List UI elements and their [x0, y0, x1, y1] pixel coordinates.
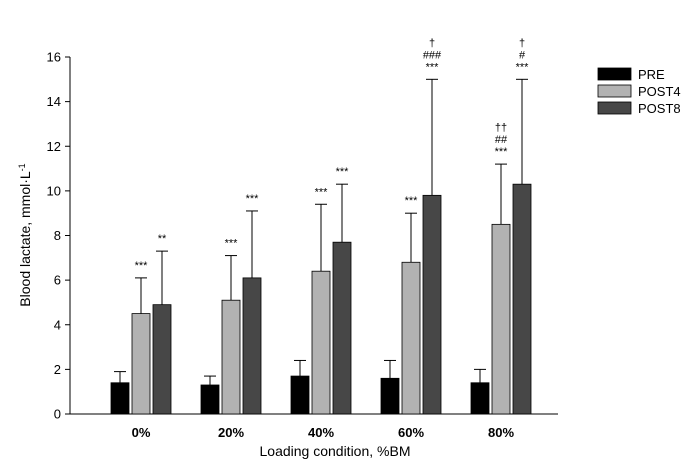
- significance-marker: ##: [495, 134, 508, 146]
- bar-pre: [110, 382, 130, 415]
- significance-marker: ††: [495, 122, 507, 134]
- bar-pre: [380, 377, 400, 415]
- legend-swatch-post4: [597, 84, 632, 98]
- significance-marker: ***: [495, 146, 509, 158]
- x-category-label: 40%: [308, 425, 334, 440]
- significance-marker: ***: [426, 61, 440, 73]
- x-category-label: 80%: [488, 425, 514, 440]
- legend-label: POST4: [638, 84, 681, 99]
- y-axis: 0 2 4 6 8 10 12 14 16: [47, 50, 71, 422]
- y-tick-label: 0: [54, 407, 61, 422]
- y-tick-label: 12: [47, 139, 61, 154]
- y-tick-label: 16: [47, 50, 61, 65]
- significance-marker: ***: [315, 186, 329, 198]
- y-tick-label: 6: [54, 273, 61, 288]
- x-category-label: 0%: [132, 425, 151, 440]
- x-category-label: 60%: [398, 425, 424, 440]
- significance-marker: ***: [246, 193, 260, 205]
- significance-marker: #: [519, 49, 526, 61]
- bar-pre: [200, 384, 220, 415]
- error-bars: [114, 78, 528, 385]
- significance-marker: ***: [336, 166, 350, 178]
- significance-marker: ###: [423, 49, 442, 61]
- bars: [110, 183, 532, 415]
- x-category-label: 20%: [218, 425, 244, 440]
- bar-post8: [332, 241, 352, 415]
- y-axis-title: Blood lactate, mmol·L-1: [17, 163, 33, 306]
- bar-post4: [491, 223, 511, 415]
- legend-label: POST8: [638, 101, 681, 116]
- significance-marker: ***: [225, 238, 239, 250]
- y-tick-label: 2: [54, 362, 61, 377]
- y-tick-label: 14: [47, 94, 61, 109]
- bar-pre: [290, 375, 310, 415]
- bar-post8: [422, 194, 442, 415]
- bar-post4: [311, 270, 331, 415]
- significance-marker: ***: [135, 260, 149, 272]
- y-axis-title-text: Blood lactate, mmol·L: [17, 171, 33, 307]
- legend-label: PRE: [638, 67, 665, 82]
- bar-pre: [470, 382, 490, 415]
- bar-post8: [242, 277, 262, 415]
- bar-post8: [512, 183, 532, 415]
- significance-marker: **: [158, 233, 167, 245]
- bar-post4: [401, 261, 421, 415]
- significance-marker: †: [429, 37, 435, 49]
- significance-marker: ***: [516, 61, 530, 73]
- x-axis-title: Loading condition, %BM: [260, 443, 411, 459]
- x-axis: 0% 20% 40% 60% 80%: [70, 413, 558, 440]
- y-axis-title-superscript: -1: [17, 163, 27, 171]
- y-tick-label: 4: [54, 317, 61, 332]
- bar-post4: [131, 313, 151, 415]
- significance-marker: ***: [405, 195, 419, 207]
- legend-swatch-post8: [597, 101, 632, 115]
- significance-marker: †: [519, 37, 525, 49]
- y-tick-label: 10: [47, 183, 61, 198]
- legend: PRE POST4 POST8: [597, 67, 681, 116]
- y-tick-label: 8: [54, 228, 61, 243]
- legend-swatch-pre: [597, 67, 632, 81]
- significance-annotations: ***************##††***********###†***#†: [135, 37, 530, 272]
- bar-post4: [221, 299, 241, 415]
- bar-post8: [152, 304, 172, 415]
